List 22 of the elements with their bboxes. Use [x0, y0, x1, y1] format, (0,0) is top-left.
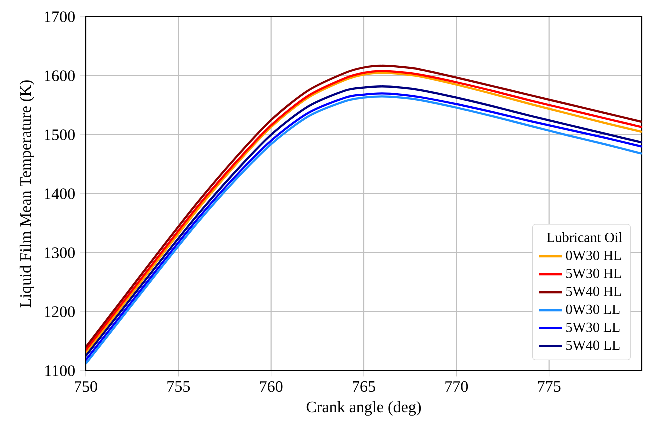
y-tick-label: 1100: [46, 366, 75, 376]
x-axis-title: Crank angle (deg): [306, 401, 422, 416]
x-tick-label: 775: [538, 381, 561, 392]
y-tick-label: 1500: [45, 130, 75, 140]
x-tick-label: 765: [353, 381, 376, 392]
x-tick-label: 750: [75, 381, 98, 392]
legend-label: 5W40 LL: [566, 340, 620, 350]
legend-label: 0W30 LL: [566, 304, 620, 314]
legend-label: 0W30 HL: [566, 250, 622, 260]
y-tick-label: 1400: [45, 188, 75, 200]
y-tick-label: 1600: [45, 70, 75, 82]
y-tick-label: 1300: [45, 248, 75, 258]
legend-title: Lubricant Oil: [547, 232, 622, 242]
x-tick-label: 755: [168, 381, 190, 392]
y-tick-label: 1700: [45, 12, 75, 22]
x-tick-label: 770: [446, 381, 468, 392]
legend-label: 5W40 HL: [566, 286, 622, 296]
y-axis-title: Liquid Film Mean Temperature (K): [20, 80, 34, 308]
x-tick-label: 760: [260, 381, 283, 392]
y-tick-label: 1200: [45, 306, 75, 318]
legend-label: 5W30 HL: [566, 268, 622, 278]
legend-label: 5W30 LL: [566, 322, 620, 332]
